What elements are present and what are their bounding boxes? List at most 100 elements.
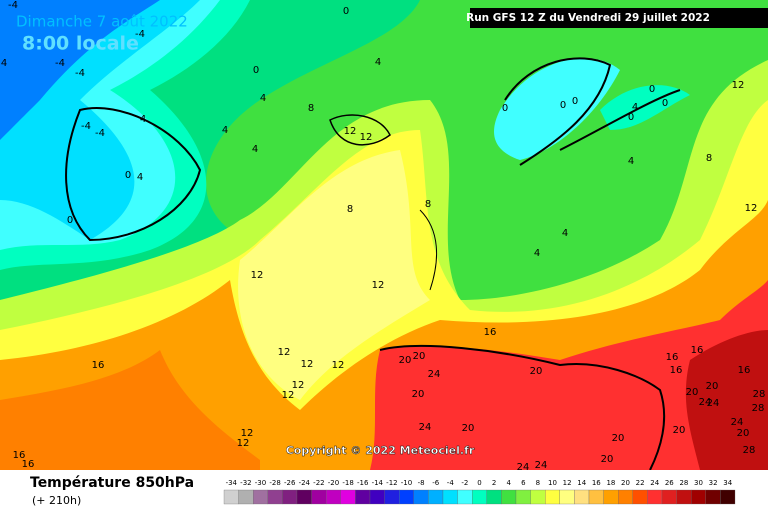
run-box <box>470 8 768 28</box>
contour-label: 8 <box>706 153 712 164</box>
legend-tick-label: -30 <box>255 479 266 487</box>
contour-label: 16 <box>22 459 35 470</box>
contour-label: 0 <box>343 6 349 17</box>
legend-tick-label: 6 <box>521 479 526 487</box>
legend-tick-label: -22 <box>313 479 324 487</box>
contour-label: 24 <box>428 369 441 380</box>
legend-tick-label: 10 <box>548 479 557 487</box>
legend-tick-label: -16 <box>357 479 369 487</box>
legend-tick-label: 20 <box>621 479 630 487</box>
contour-label: -4 <box>8 0 18 11</box>
legend-tick-label: 0 <box>477 479 481 487</box>
legend-tick-label: -20 <box>328 479 339 487</box>
date: Dimanche 7 août 2022 <box>16 13 188 31</box>
legend-swatch <box>267 489 283 505</box>
contour-label: 20 <box>686 387 699 398</box>
zone <box>0 0 160 140</box>
contour-label: 16 <box>92 360 105 371</box>
legend-swatch <box>603 489 619 505</box>
legend-swatch <box>676 489 692 505</box>
zone <box>0 350 260 470</box>
legend-tick-label: 4 <box>506 479 511 487</box>
footer-title: Température 850hPa <box>30 475 194 491</box>
legend-swatch <box>501 489 517 505</box>
contour-label: 4 <box>534 248 540 259</box>
legend-tick-label: -26 <box>284 479 296 487</box>
contour-label: 0 <box>253 65 259 76</box>
legend-swatch <box>632 489 648 505</box>
legend-swatch <box>253 489 268 505</box>
run: Run GFS 12 Z du Vendredi 29 juillet 2022 <box>466 12 710 24</box>
legend-swatch <box>559 489 575 505</box>
contour-label: 4 <box>632 102 638 113</box>
contour-label: 20 <box>462 423 475 434</box>
legend-tick-label: 18 <box>606 479 615 487</box>
legend-swatch <box>588 489 604 505</box>
legend-tick-label: 30 <box>694 479 703 487</box>
contour-label: 4 <box>140 114 146 125</box>
contour-label: 20 <box>412 389 425 400</box>
copyright: Copyright © 2022 Meteociel.fr <box>286 444 475 457</box>
contour-label: 20 <box>706 381 719 392</box>
contour-label: 20 <box>399 355 412 366</box>
contour-label: 4 <box>375 57 381 68</box>
legend-tick-label: -34 <box>226 479 238 487</box>
legend-swatch <box>326 489 341 505</box>
coastline <box>379 344 666 471</box>
contour-label: 28 <box>752 403 765 414</box>
legend-swatch <box>515 489 531 505</box>
coastline <box>65 107 202 242</box>
contour-label: 16 <box>484 327 497 338</box>
zone <box>600 85 690 130</box>
contour-label: 12 <box>332 360 345 371</box>
contour-label: 16 <box>670 365 683 376</box>
contour-label: 20 <box>530 366 543 377</box>
contour-label: 16 <box>13 450 26 461</box>
contour-label: 24 <box>731 417 744 428</box>
contour-label: 12 <box>278 347 291 358</box>
legend-tick-label: -6 <box>432 479 440 487</box>
contour-label: 4 <box>137 172 143 183</box>
legend-swatch <box>428 489 444 505</box>
contour-label: 8 <box>347 204 353 215</box>
zone <box>685 330 768 470</box>
contour-label: 4 <box>1 58 7 69</box>
legend-swatch <box>369 489 385 505</box>
contour-label: 0 <box>662 98 668 109</box>
contour-label: 24 <box>419 422 432 433</box>
legend: -34 -32 -30 -28 -26 -24 -22 -20 -18 -16 -14 -12 -10-… <box>223 479 736 505</box>
zone <box>238 150 430 400</box>
coastline <box>419 209 438 291</box>
legend-tick-label: 2 <box>492 479 496 487</box>
contour-label: 0 <box>125 170 131 181</box>
legend-swatch <box>442 489 458 505</box>
contour-label: -4 <box>95 128 105 139</box>
zone <box>494 58 620 161</box>
contour-label: 24 <box>699 397 712 408</box>
legend-tick-label: 24 <box>650 479 659 487</box>
contour-label: 0 <box>572 96 578 107</box>
legend-swatch <box>457 489 473 505</box>
contour-label: 28 <box>753 389 766 400</box>
legend-swatch <box>530 489 546 505</box>
legend-tick-label: 14 <box>577 479 586 487</box>
contour-label: -4 <box>75 68 85 79</box>
coastline <box>504 57 681 166</box>
contour-label: 12 <box>344 126 357 137</box>
legend-tick-label: -18 <box>342 479 353 487</box>
coastline <box>329 114 391 146</box>
legend-tick-label: -2 <box>461 479 468 487</box>
contour-label: 4 <box>252 144 258 155</box>
legend-tick-label: 16 <box>592 479 601 487</box>
contour-label: 12 <box>237 438 250 449</box>
contour-label: 12 <box>745 203 758 214</box>
contour-label: 24 <box>707 398 720 409</box>
legend-swatch <box>661 489 677 505</box>
legend-tick-label: -4 <box>447 479 455 487</box>
contour-label: 24 <box>517 462 530 473</box>
legend-swatch <box>384 489 400 505</box>
legend-tick-label: -10 <box>401 479 412 487</box>
contour-label: 12 <box>241 428 254 439</box>
legend-swatch <box>223 489 239 505</box>
